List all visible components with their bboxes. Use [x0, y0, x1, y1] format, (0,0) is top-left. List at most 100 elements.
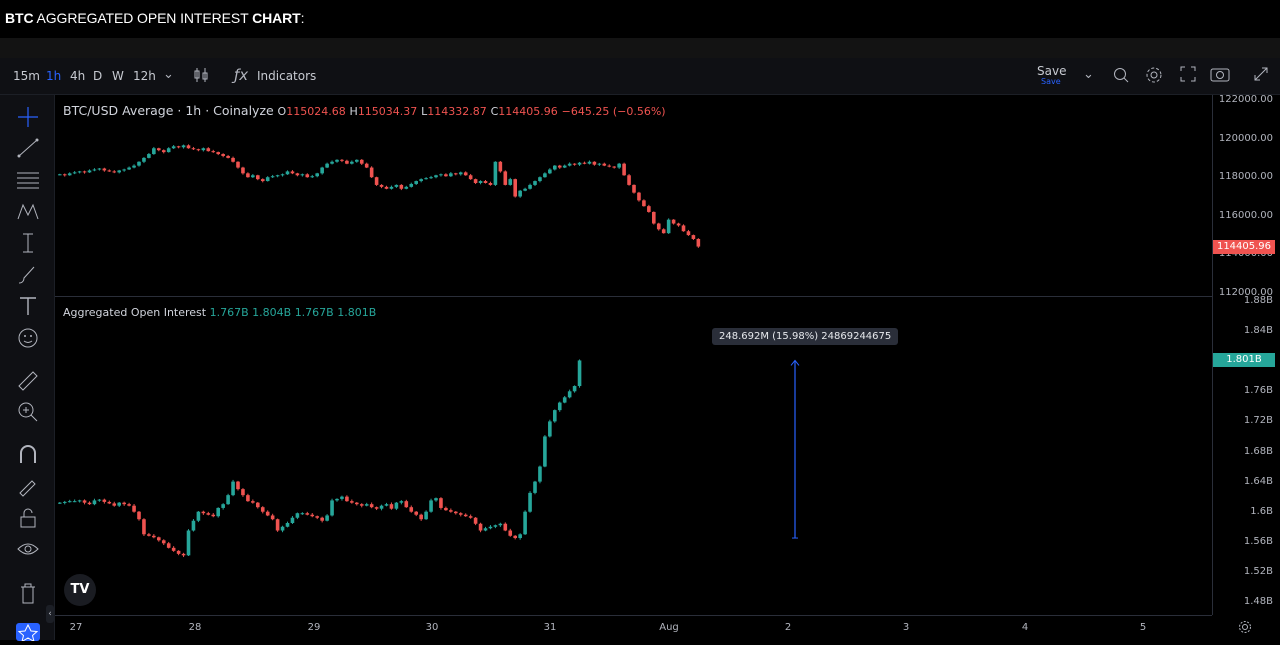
x-tick-label: 31: [543, 622, 557, 633]
camera-icon[interactable]: [1210, 66, 1230, 86]
tradingview-logo[interactable]: TV: [64, 574, 96, 606]
oi-candle: [251, 501, 255, 503]
price-candle: [567, 163, 572, 166]
oi-candle: [424, 511, 428, 520]
oi-pane[interactable]: [55, 297, 1212, 615]
oi-candle: [409, 507, 414, 512]
price-candle: [97, 168, 102, 170]
trash-icon[interactable]: [16, 582, 40, 604]
oi-candle: [340, 496, 344, 499]
oi-y-tick-label: 1.52B: [1243, 565, 1273, 577]
crosshair-icon[interactable]: [16, 106, 40, 128]
pane-divider[interactable]: [55, 296, 1280, 297]
oi-value-4: 1.801B: [337, 306, 377, 319]
magnet-icon[interactable]: [16, 443, 40, 465]
ruler-icon[interactable]: [16, 369, 40, 391]
zoom-in-icon[interactable]: [16, 400, 40, 422]
oi-candle: [454, 511, 458, 514]
fullscreen-icon[interactable]: [1180, 66, 1196, 86]
price-candle: [251, 175, 255, 178]
price-candle: [275, 175, 280, 177]
price-candle: [647, 206, 651, 212]
symbol-title[interactable]: BTC/USD Average · 1h · Coinalyze: [63, 103, 274, 118]
oi-candle: [176, 550, 181, 554]
lock-icon[interactable]: [16, 507, 40, 529]
fx-icon[interactable]: ƒx: [234, 66, 249, 84]
price-candle: [186, 145, 191, 149]
time-axis[interactable]: 27 28 29 30 31 Aug 2 3 4 5: [55, 615, 1251, 641]
price-candle: [434, 175, 438, 178]
timeframe-w[interactable]: W: [112, 69, 124, 83]
price-candle: [666, 219, 671, 234]
oi-candle: [548, 421, 552, 437]
timeframe-12h[interactable]: 12h: [133, 69, 156, 83]
emoji-icon[interactable]: [16, 327, 40, 349]
price-candle: [543, 173, 547, 178]
price-candle: [518, 190, 522, 197]
oi-candle: [320, 517, 324, 521]
save-chevron-icon[interactable]: ⌄: [1083, 67, 1094, 82]
quick-search-icon[interactable]: [1112, 66, 1130, 88]
oi-candle: [325, 515, 329, 521]
price-candle: [260, 179, 265, 182]
price-pane[interactable]: [55, 95, 1212, 296]
oi-title[interactable]: Aggregated Open Interest: [63, 306, 207, 319]
expand-icon[interactable]: [1253, 66, 1269, 86]
oi-candle: [483, 528, 488, 531]
fib-icon[interactable]: [16, 169, 40, 191]
chevron-down-icon[interactable]: ⌄: [163, 67, 174, 82]
low-value: 114332.87: [427, 105, 487, 118]
text-icon[interactable]: [16, 295, 40, 317]
oi-candle: [102, 499, 107, 502]
favorites-star-icon[interactable]: [16, 623, 40, 643]
oi-candle: [444, 507, 448, 511]
lock-drawing-icon[interactable]: [16, 475, 40, 497]
oi-candle: [67, 501, 72, 503]
trend-line-icon[interactable]: [16, 137, 40, 159]
change-value: −645.25 (−0.56%): [561, 105, 666, 118]
projection-icon[interactable]: [16, 232, 40, 254]
timeframe-4h[interactable]: 4h: [70, 69, 86, 83]
price-candle: [300, 174, 305, 176]
timeframe-15m[interactable]: 15m: [13, 69, 40, 83]
axis-settings-icon[interactable]: [1238, 619, 1252, 638]
oi-candle: [389, 504, 394, 509]
oi-candle: [513, 535, 517, 539]
oi-candle: [112, 503, 117, 506]
chart-area[interactable]: [55, 95, 1212, 615]
headline-banner: BTC AGGREGATED OPEN INTEREST CHART:: [0, 0, 1280, 38]
price-candle: [389, 186, 394, 189]
brush-icon[interactable]: [16, 264, 40, 286]
price-candle: [246, 173, 250, 178]
oi-candle: [488, 526, 493, 529]
oi-candle: [117, 502, 121, 506]
indicators-button[interactable]: Indicators: [257, 69, 317, 83]
oi-candle: [122, 502, 126, 505]
save-button[interactable]: Save: [1037, 64, 1067, 78]
price-candle: [424, 178, 428, 180]
oi-candle: [260, 507, 265, 512]
gear-icon[interactable]: [1145, 66, 1163, 88]
oi-candle: [62, 501, 67, 503]
price-candle: [582, 162, 587, 164]
timeframe-d[interactable]: D: [93, 69, 103, 83]
pattern-icon[interactable]: [16, 201, 40, 223]
timeframe-1h[interactable]: 1h: [46, 69, 62, 83]
candles-icon[interactable]: [193, 66, 209, 88]
oi-candle: [553, 410, 557, 422]
eye-icon[interactable]: [16, 538, 40, 560]
oi-value-1: 1.767B: [209, 306, 249, 319]
price-candle: [652, 211, 656, 224]
price-y-tick-label: 116000.00: [1218, 209, 1273, 221]
price-candle: [463, 172, 468, 176]
price-y-tick-label: 112000.00: [1218, 287, 1273, 298]
price-candle: [449, 173, 453, 177]
measure-arrowhead: [790, 359, 800, 366]
oi-candle: [216, 507, 220, 517]
oi-candle: [280, 526, 285, 531]
oi-y-tick-label: 1.48B: [1243, 596, 1273, 607]
oi-candle: [567, 391, 572, 398]
oi-candle: [345, 496, 349, 502]
oi-candle: [458, 513, 463, 515]
collapse-toolbar-icon[interactable]: ‹: [46, 605, 54, 623]
